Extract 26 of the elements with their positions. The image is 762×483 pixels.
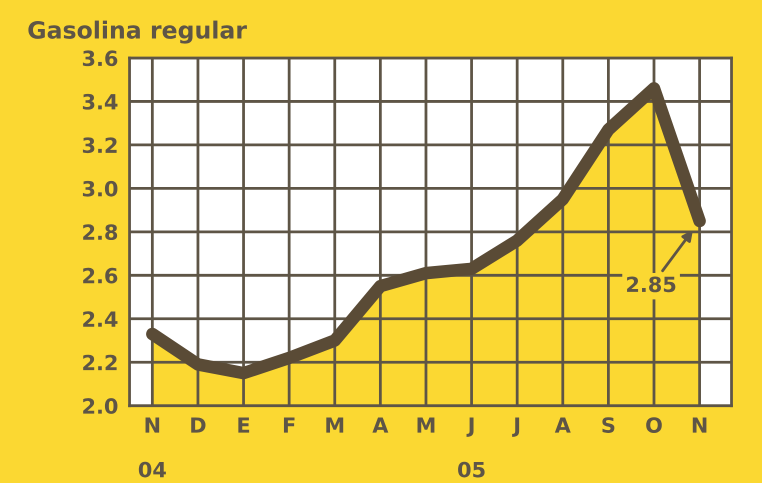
x-tick-label: J xyxy=(512,417,520,437)
x-tick-label: F xyxy=(284,417,295,433)
x-tick-label: N xyxy=(146,417,160,433)
y-tick-label: 3.0 xyxy=(82,180,118,197)
x-tick-label: M xyxy=(418,417,434,433)
x-tick-label: N xyxy=(692,417,706,433)
x-tick-label: M xyxy=(326,417,344,433)
y-tick-label: 2.0 xyxy=(83,398,118,414)
y-tick-label: 3.2 xyxy=(82,137,117,154)
y-tick-label: 2.6 xyxy=(83,268,118,284)
chart-title: Gasolina regular xyxy=(28,20,247,44)
y-tick-label: 3.6 xyxy=(82,50,118,66)
y-tick-label: 2.4 xyxy=(83,311,118,327)
text: 05 xyxy=(458,462,485,478)
x-tick-label: J xyxy=(466,417,474,437)
text: 04 xyxy=(138,462,166,478)
x-tick-label: S xyxy=(602,417,614,433)
x-tick-label: A xyxy=(554,417,571,433)
y-tick-label: 3.4 xyxy=(82,94,118,110)
x-tick-label: A xyxy=(372,417,388,433)
data-label: 2.85 xyxy=(627,276,676,292)
y-tick-label: 2.2 xyxy=(83,354,117,370)
y-tick-label: 2.8 xyxy=(83,224,118,240)
x-tick-label: D xyxy=(191,417,206,433)
x-tick-label: O xyxy=(646,417,662,433)
x-tick-label: E xyxy=(238,417,250,433)
